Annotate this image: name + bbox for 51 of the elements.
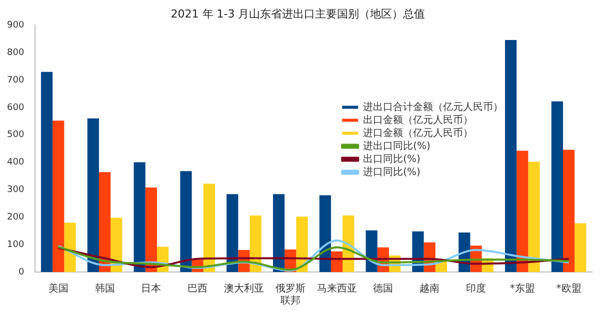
bar: [110, 218, 122, 272]
bar: [250, 216, 262, 272]
bar: [145, 188, 157, 272]
bar: [516, 150, 528, 272]
x-tick-label: 日本: [141, 282, 162, 295]
bar: [504, 40, 517, 272]
bar: [528, 162, 540, 272]
legend-label: 进口同比(%): [363, 166, 421, 178]
x-tick-label: 印度: [466, 282, 486, 295]
bar: [563, 150, 575, 272]
y-tick-label: 500: [6, 130, 24, 140]
y-tick-label: 600: [6, 102, 24, 113]
bar: [272, 194, 285, 272]
x-tick-label: 马来西亚: [316, 282, 357, 295]
legend-label: 进出口合计金额（亿元人民币）: [363, 100, 504, 113]
bar: [574, 223, 586, 272]
y-tick-label: 400: [6, 158, 24, 168]
bar: [87, 118, 99, 272]
y-tick-label: 300: [6, 185, 24, 196]
x-tick-label: 巴西: [188, 284, 208, 295]
legend-label: 出口同比(%): [363, 152, 421, 165]
y-tick-label: 700: [6, 75, 24, 86]
x-tick-label: *东盟: [510, 282, 535, 295]
y-tick-label: 800: [6, 48, 24, 58]
y-tick-label: 200: [6, 212, 24, 222]
x-tick-label: *欧盟: [556, 282, 582, 295]
x-tick-label: 俄罗斯联邦: [275, 282, 306, 307]
x-tick-label: 韩国: [94, 282, 115, 295]
x-tick-label: 德国: [373, 284, 394, 295]
chart-title: 2021 年 1-3 月山东省进出口主要国别（地区）总值: [170, 7, 426, 20]
bar: [203, 184, 215, 272]
bar: [40, 72, 53, 272]
bar: [64, 222, 76, 272]
x-tick-label: 美国: [48, 282, 68, 295]
legend-label: 进出口同比(%): [363, 140, 431, 152]
y-tick-label: 100: [6, 240, 24, 250]
bar: [180, 171, 192, 272]
line-series: [57, 239, 570, 272]
bar: [98, 172, 111, 272]
y-tick-label: 0: [18, 267, 24, 278]
bar: [319, 195, 331, 272]
bar: [296, 216, 308, 272]
bar: [551, 101, 563, 272]
legend-label: 出口金额（亿元人民币）: [363, 114, 474, 126]
legend-label: 进口金额（亿元人民币）: [363, 126, 474, 139]
bar: [134, 162, 146, 272]
x-tick-label: 澳大利亚: [224, 282, 264, 295]
bar: [52, 120, 64, 272]
y-tick-label: 900: [6, 20, 24, 31]
bar: [226, 194, 238, 272]
x-tick-label: 越南: [420, 282, 440, 295]
